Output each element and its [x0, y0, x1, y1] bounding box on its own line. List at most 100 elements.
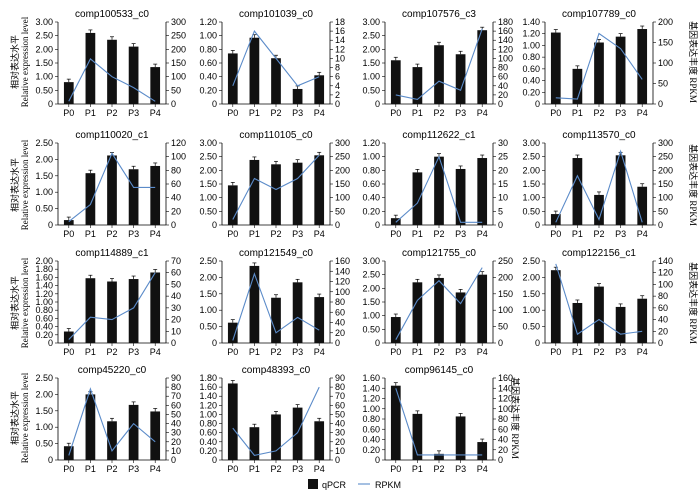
y-left-tick-label: 3.00: [362, 256, 380, 266]
x-tick-label: P0: [390, 108, 401, 118]
y-right-tick-label: 140: [335, 266, 350, 276]
qpcr-bar: [249, 265, 260, 343]
y-right-tick-label: 150: [498, 289, 513, 299]
y-left-tick-label: 1.60: [362, 373, 380, 383]
x-tick-label: P2: [593, 229, 604, 239]
y-left-tick-label: 0: [212, 338, 217, 348]
qpcr-bar: [455, 54, 466, 104]
qpcr-bar: [128, 279, 139, 343]
y-left-tick-label: 0: [48, 220, 53, 230]
chart-panel: comp107789_c0 0 0.200.40 0.60 0.80 1.001.20 1.…: [522, 9, 673, 118]
qpcr-bar: [107, 421, 117, 460]
rpkm-line: [555, 263, 643, 336]
x-tick-label: P3: [292, 347, 303, 357]
y-right-tick-label: 300: [335, 138, 350, 148]
y-left-tick-label: 1.20: [362, 394, 380, 404]
y-left-tick-label: 0.60: [362, 179, 380, 189]
y-left-tick-label: 1.80: [35, 264, 53, 274]
x-tick-label: P4: [150, 464, 161, 474]
y-right-tick-label: 4: [335, 81, 340, 91]
left-axis-label-row4: 相对表达水平 Relative expression level: [9, 372, 30, 463]
y-right-tick-label: 16: [335, 26, 345, 36]
y-left-tick-label: 2.50: [199, 256, 217, 266]
qpcr-bar: [314, 155, 325, 225]
y-left-tick-label: 0: [212, 455, 217, 465]
x-tick-label: P2: [106, 464, 117, 474]
y-right-tick-label: 160: [335, 256, 350, 266]
y-right-tick-label: 140: [498, 35, 513, 45]
rpkm-line: [555, 149, 643, 223]
legend-qpcr-swatch: [308, 479, 318, 489]
y-left-tick-label: 0.50: [199, 322, 217, 332]
y-right-tick-label: 20: [498, 90, 508, 100]
y-left-label-cn: 相对表达水平: [9, 391, 20, 445]
rpkm-line: [68, 58, 156, 102]
y-right-tick-label: 160: [498, 26, 513, 36]
y-left-tick-label: 0.40: [35, 322, 53, 332]
y-right-tick-label: 40: [171, 193, 181, 203]
y-right-tick-label: 200: [335, 165, 350, 175]
x-tick-label: P4: [314, 229, 325, 239]
qpcr-bar: [128, 404, 139, 460]
x-tick-label: P2: [106, 108, 117, 118]
y-left-tick-label: 0.20: [199, 85, 217, 95]
y-left-tick-label: 1.60: [199, 382, 217, 392]
y-left-tick-label: 0: [535, 338, 540, 348]
y-right-tick-label: 50: [171, 409, 181, 419]
qpcr-bar: [550, 32, 561, 104]
y-right-tick-label: 40: [498, 81, 508, 91]
qpcr-bar: [227, 53, 238, 104]
y-right-tick-label: 100: [498, 404, 513, 414]
x-tick-label: P3: [615, 108, 626, 118]
x-tick-label: P1: [249, 108, 260, 118]
y-right-tick-label: 30: [498, 138, 508, 148]
y-right-tick-label: 0: [171, 338, 176, 348]
qpcr-bar: [434, 277, 444, 343]
y-left-label-cn: 相对表达水平: [9, 276, 20, 330]
y-right-tick-label: 40: [658, 315, 668, 325]
y-left-tick-label: 3.00: [199, 138, 217, 148]
y-right-tick-label: 40: [335, 419, 345, 429]
legend-qpcr-label: qPCR: [322, 480, 347, 490]
y-right-tick-label: 40: [335, 318, 345, 328]
x-tick-label: P1: [412, 229, 423, 239]
y-right-tick-label: 5: [498, 206, 503, 216]
qpcr-bar: [594, 194, 604, 225]
y-left-tick-label: 2.50: [522, 256, 540, 266]
y-left-tick-label: 1.50: [35, 406, 53, 416]
y-left-tick-label: 1.00: [522, 40, 540, 50]
y-right-tick-label: 50: [498, 322, 508, 332]
y-right-tick-label: 20: [498, 445, 508, 455]
y-left-tick-label: 0.60: [199, 58, 217, 68]
y-right-tick-label: 6: [335, 72, 340, 82]
x-tick-label: P3: [455, 108, 466, 118]
x-tick-label: P2: [593, 347, 604, 357]
y-right-tick-label: 60: [171, 268, 181, 278]
y-left-tick-label: 2.00: [35, 389, 53, 399]
y-right-tick-label: 70: [335, 391, 345, 401]
chart-title: comp121755_c0: [402, 248, 476, 259]
x-tick-label: P1: [249, 229, 260, 239]
y-left-tick-label: 0.50: [522, 322, 540, 332]
y-right-tick-label: 80: [171, 382, 181, 392]
y-left-tick-label: 0.60: [199, 428, 217, 438]
y-left-tick-label: 0: [535, 220, 540, 230]
x-tick-label: P2: [593, 108, 604, 118]
y-right-tick-label: 100: [498, 305, 513, 315]
qpcr-bar: [150, 411, 161, 460]
x-tick-label: P2: [433, 229, 444, 239]
chart-panels: comp100533_c0 0 0.50 1.00 1.50 2.00 2.50 3.00 0 5…: [35, 9, 673, 474]
chart-title: comp101039_c0: [239, 9, 313, 20]
x-tick-label: P0: [63, 464, 74, 474]
y-left-tick-label: 0.50: [362, 85, 380, 95]
qpcr-bar: [637, 29, 648, 104]
y-left-tick-label: 1.60: [35, 272, 53, 282]
y-left-tick-label: 1.00: [362, 311, 380, 321]
qpcr-bar: [314, 75, 325, 104]
y-right-tick-label: 20: [171, 206, 181, 216]
chart-title: comp112622_c1: [402, 130, 476, 141]
y-left-tick-label: 0.50: [35, 439, 53, 449]
chart-title: comp113570_c0: [562, 130, 636, 141]
x-tick-label: P0: [63, 229, 74, 239]
y-right-tick-label: 30: [335, 428, 345, 438]
